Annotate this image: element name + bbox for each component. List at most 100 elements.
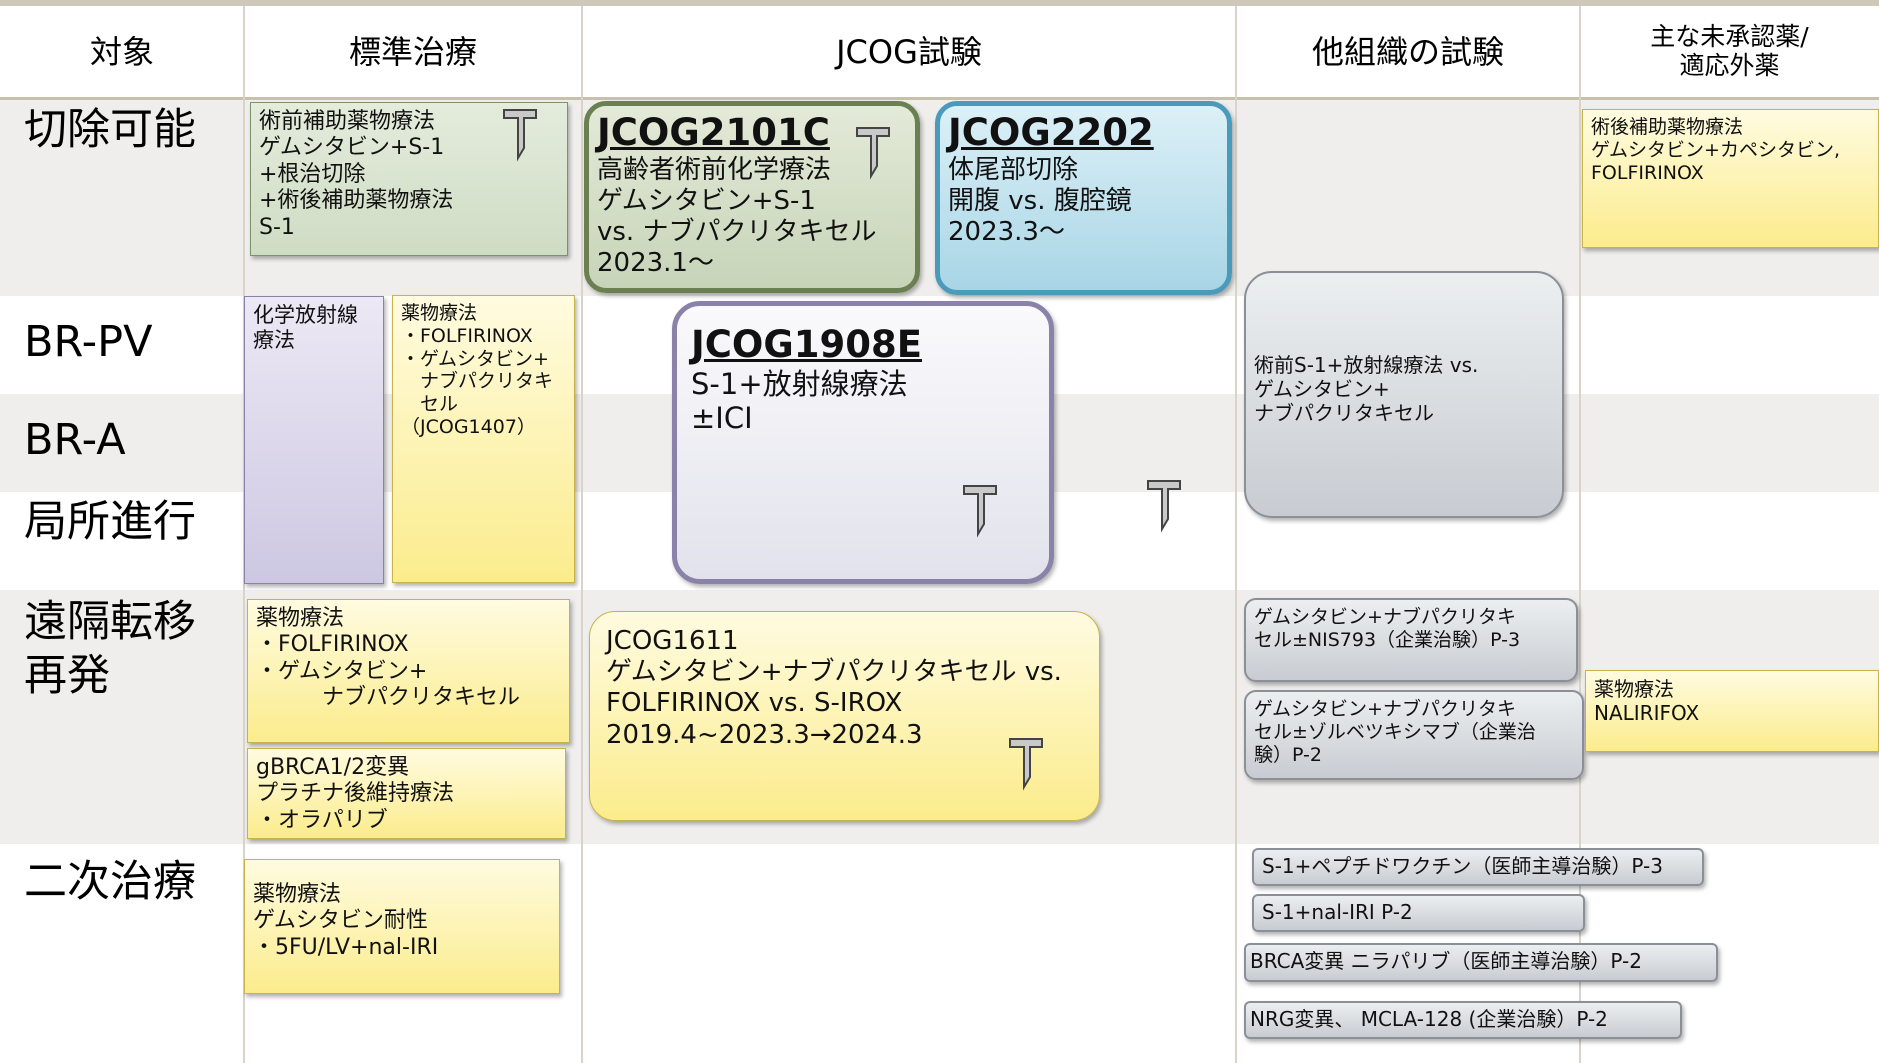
box-title: JCOG2202 xyxy=(948,111,1154,154)
row-label-text: BR-PV xyxy=(24,317,153,367)
row-label-text: BR-A xyxy=(24,415,126,465)
box: JCOG2101C 高齢者術前化学療法 ゲムシタビン+S-1 vs. ナブパクリタキ… xyxy=(584,101,920,293)
box-text: 術前S-1+放射線療法 vs. xyxy=(1254,353,1479,377)
header-text: 対象 xyxy=(89,32,154,71)
box-text: vs. ナブパクリタキセル xyxy=(597,216,877,247)
row-label-text: 局所進行 xyxy=(24,497,196,547)
box-text: BRCA変異 ニラパリブ（医師主導治験）P-2 xyxy=(1250,949,1642,973)
icon xyxy=(1147,480,1181,533)
box-text: 2019.4~2023.3→2024.3 xyxy=(606,719,923,750)
box-text: gBRCA1/2変異 xyxy=(256,755,410,780)
box: S-1+ペプチドワクチン（医師主導治験）P-3 xyxy=(1252,848,1704,886)
box-text: ゲムシタビン+S-1 xyxy=(597,185,816,216)
box-text: S-1+nal-IRI P-2 xyxy=(1262,900,1413,924)
box-text: 2023.1〜 xyxy=(597,248,714,279)
box-text: 術後補助薬物療法 xyxy=(1591,116,1744,138)
box: 化学放射線 療法 xyxy=(244,296,384,584)
box: JCOG2202 体尾部切除 開腹 vs. 腹腔鏡 2023.3〜 xyxy=(935,101,1232,295)
box-text: ・ゲムシタビン+ xyxy=(256,658,428,684)
box-text: 体尾部切除 xyxy=(948,154,1079,185)
box-text: NRG変異、 MCLA-128 (企業治験）P-2 xyxy=(1250,1007,1608,1031)
box-title: JCOG2101C xyxy=(597,111,830,154)
box-text: JCOG1611 xyxy=(606,626,739,656)
box-text: 薬物療法 xyxy=(1594,677,1674,701)
box: 薬物療法 ゲムシタビン耐性 ・5FU/LV+nal-IRI xyxy=(244,859,560,994)
icon xyxy=(856,127,890,180)
box: JCOG1611 ゲムシタビン+ナブパクリタキセル vs. FOLFIRINOX v… xyxy=(589,611,1100,821)
box-text: （JCOG1407） xyxy=(401,415,536,438)
box: 薬物療法 NALIRIFOX xyxy=(1585,670,1879,752)
box-text: ・5FU/LV+nal-IRI xyxy=(253,934,439,960)
box-text: FOLFIRINOX xyxy=(1591,161,1704,184)
row-label-text: 遠隔転移 xyxy=(24,597,196,647)
box: BRCA変異 ニラパリブ（医師主導治験）P-2 xyxy=(1244,943,1718,982)
box: 術後補助薬物療法 ゲムシタビン+カペシタビン, FOLFIRINOX xyxy=(1582,109,1879,248)
box-text: ゲムシタビン+ナブパクリタキ xyxy=(1254,606,1516,628)
box-text: ナブパクリタキ xyxy=(401,370,554,393)
header-text: 適応外薬 xyxy=(1679,51,1780,80)
box: JCOG1908E S-1+放射線療法 ±ICI xyxy=(672,301,1054,584)
row-label-text: 二次治療 xyxy=(24,857,196,907)
box-text: 薬物療法 xyxy=(256,606,345,631)
box: ゲムシタビン+ナブパクリタキ セル±ゾルベツキシマブ（企業治 験）P-2 xyxy=(1244,690,1584,780)
row-label-text: 切除可能 xyxy=(24,105,196,155)
icon xyxy=(1009,738,1043,791)
row-label: 遠隔転移 再発 xyxy=(24,596,196,704)
box-text: ゲムシタビン+カペシタビン, xyxy=(1591,138,1841,161)
row-label: 局所進行 xyxy=(24,496,196,550)
row-label-text: 再発 xyxy=(24,650,110,701)
box: 術前補助薬物療法 ゲムシタビン+S-1 +根治切除 +術後補助薬物療法 S-1 xyxy=(250,102,568,256)
col-line xyxy=(581,6,583,1063)
box-text: ナブパクリタキセル xyxy=(1254,401,1434,425)
row-label: BR-PV xyxy=(24,316,153,370)
header-cell: 対象 xyxy=(0,6,244,98)
box: 薬物療法 ・FOLFIRINOX ・ゲムシタビン+ ナブパクリタキセル xyxy=(247,599,570,743)
box-text: プラチナ後維持療法 xyxy=(256,781,455,807)
box-text: 2023.3〜 xyxy=(948,216,1065,247)
box-title: JCOG1908E xyxy=(691,323,922,366)
box-text: +術後補助薬物療法 xyxy=(259,188,454,214)
top-rule xyxy=(0,0,1879,6)
box-text: 高齢者術前化学療法 xyxy=(597,154,832,185)
box: 薬物療法 ・FOLFIRINOX ・ゲムシタビン+ ナブパクリタキ セル （JCOG1… xyxy=(392,295,575,583)
box-text: ゲムシタビン+ナブパクリタキ xyxy=(1254,698,1516,720)
box-text: ・ゲムシタビン+ xyxy=(401,347,549,370)
col-line xyxy=(1579,6,1581,1063)
box-text: NALIRIFOX xyxy=(1594,701,1700,725)
box-text: +根治切除 xyxy=(259,161,366,187)
col-line xyxy=(1235,6,1237,1063)
icon xyxy=(503,109,537,162)
box-text: セル±ゾルベツキシマブ（企業治 xyxy=(1254,720,1536,743)
box-text: 化学放射線 xyxy=(253,303,358,327)
box-text: S-1+放射線療法 xyxy=(691,366,908,401)
box-text: ナブパクリタキセル xyxy=(256,685,521,711)
box-text: ・オラパリブ xyxy=(256,807,388,833)
box-text: 療法 xyxy=(253,328,295,353)
box: ゲムシタビン+ナブパクリタキ セル±NIS793（企業治験）P-3 xyxy=(1244,598,1578,682)
box-text: ・FOLFIRINOX xyxy=(256,632,409,658)
box-text: 開腹 vs. 腹腔鏡 xyxy=(948,185,1132,216)
box-text: FOLFIRINOX vs. S-IROX xyxy=(606,688,903,719)
box-text: ゲムシタビン耐性 xyxy=(253,908,428,934)
row-label: 二次治療 xyxy=(24,856,196,910)
box-text: ・FOLFIRINOX xyxy=(401,324,533,347)
box-text: セル xyxy=(401,393,459,416)
row-label: BR-A xyxy=(24,414,126,468)
box-text: ゲムシタビン+ xyxy=(1254,377,1390,401)
box-text: 験）P-2 xyxy=(1254,743,1322,766)
header-cell: JCOG試験 xyxy=(582,6,1236,98)
box-text: ゲムシタビン+S-1 xyxy=(259,135,445,161)
box: 術前S-1+放射線療法 vs. ゲムシタビン+ ナブパクリタキセル xyxy=(1244,271,1564,518)
header-text: JCOG試験 xyxy=(836,32,982,71)
box-text: 薬物療法 xyxy=(253,882,342,907)
box-text: セル±NIS793（企業治験）P-3 xyxy=(1254,628,1521,651)
box: S-1+nal-IRI P-2 xyxy=(1252,894,1585,932)
header-cell: 主な未承認薬/適応外薬 xyxy=(1580,6,1879,98)
box-text: S-1 xyxy=(259,214,295,240)
header-rule xyxy=(0,97,1879,100)
icon xyxy=(963,485,997,538)
box-text: S-1+ペプチドワクチン（医師主導治験）P-3 xyxy=(1262,854,1663,878)
header-text: 標準治療 xyxy=(348,32,477,71)
box-text: 薬物療法 xyxy=(401,302,478,324)
